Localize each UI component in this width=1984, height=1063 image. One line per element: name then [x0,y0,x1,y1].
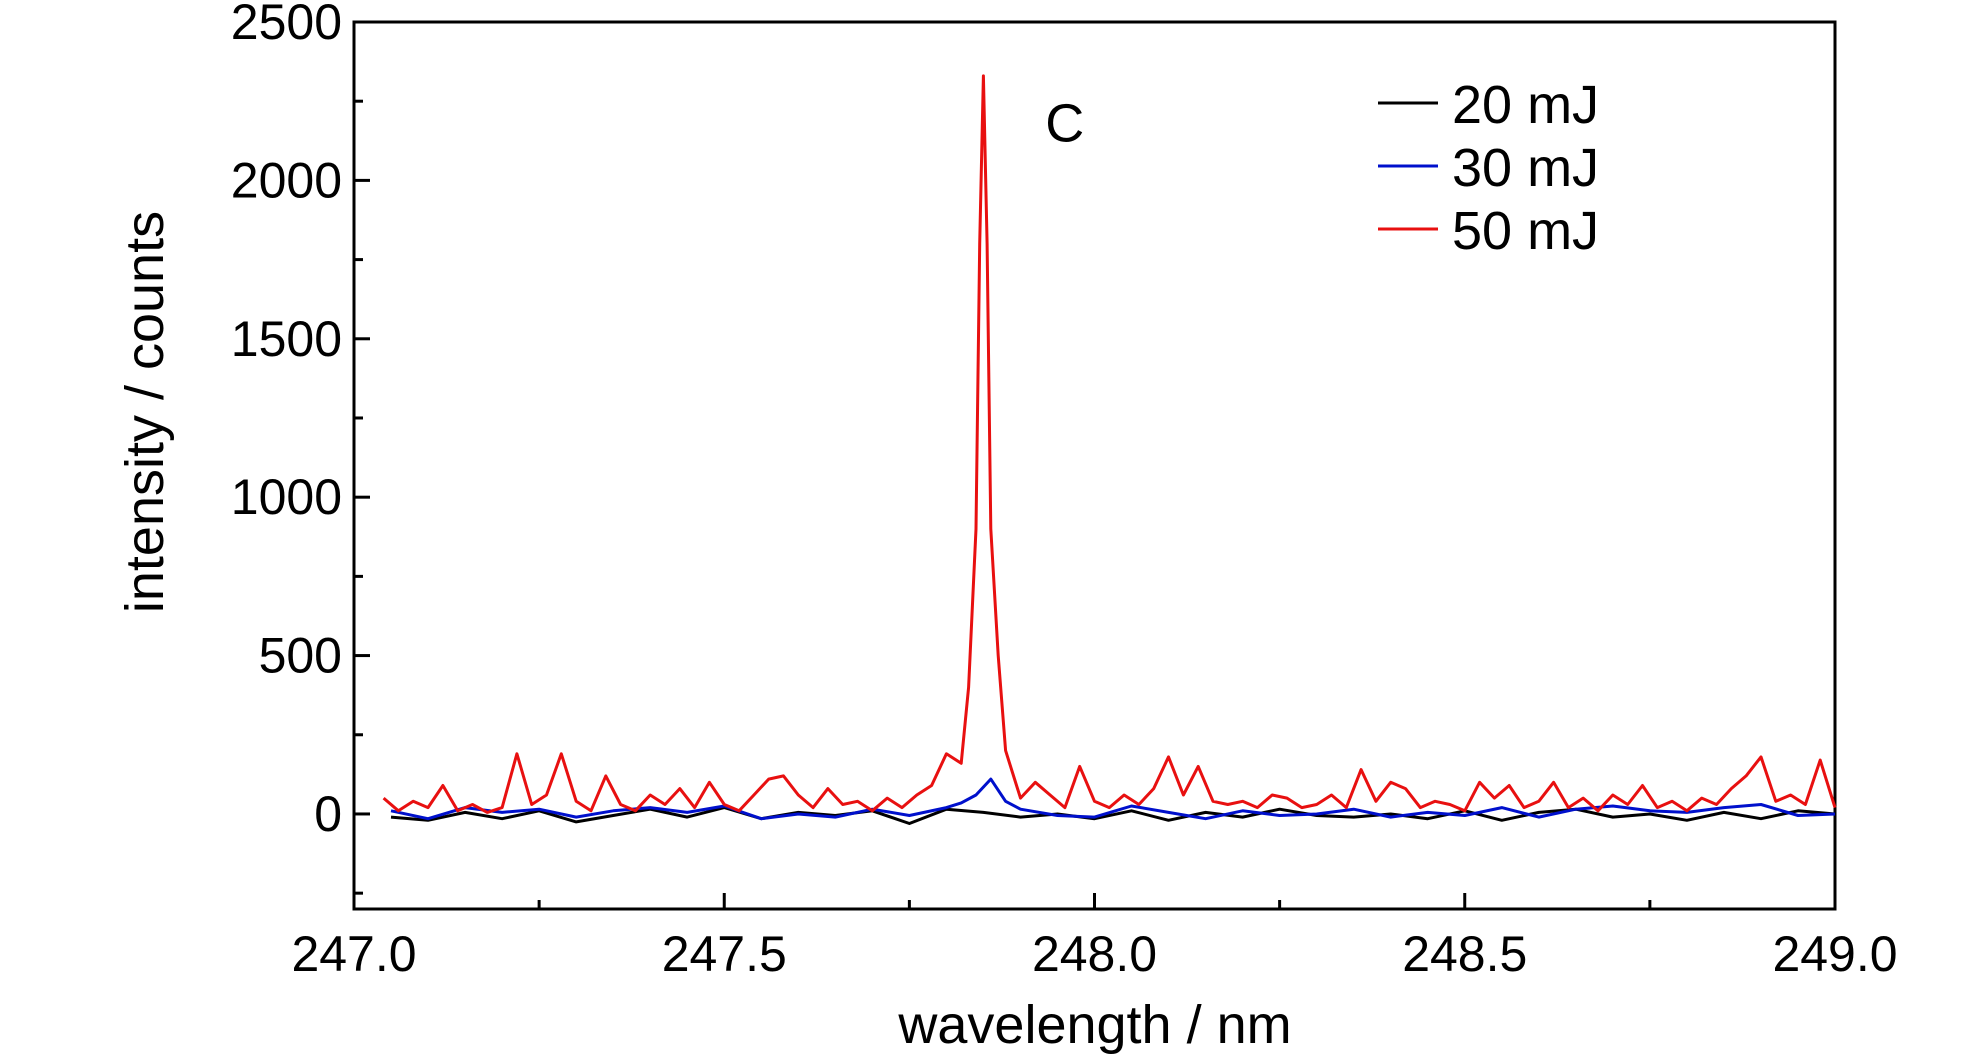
x-tick-label: 248.5 [1402,926,1527,982]
x-tick-label: 247.0 [291,926,416,982]
y-tick-label: 1000 [231,469,342,525]
x-axis-title: wavelength / nm [897,995,1291,1055]
series-line-20-mj [390,806,1836,825]
series-line-30-mj [390,777,1836,821]
x-tick-label: 247.5 [662,926,787,982]
x-tick-label: 248.0 [1032,926,1157,982]
peak-annotation: C [1045,93,1084,153]
legend-label: 20 mJ [1452,75,1599,135]
y-tick-label: 0 [314,786,342,842]
y-axis-title: intensity / counts [115,211,175,613]
legend-label: 30 mJ [1452,138,1599,198]
y-tick-label: 500 [259,628,342,684]
series-line-50-mj [382,74,1837,814]
legend-label: 50 mJ [1452,201,1599,261]
series-layer [382,74,1837,825]
y-tick-label: 2500 [231,0,342,50]
x-tick-label: 249.0 [1772,926,1897,982]
plot-frame [352,20,1837,911]
y-tick-label: 1500 [231,311,342,367]
y-axis-ticks: 0 500 1000 1500 2000 2500 [231,0,370,895]
y-tick-label: 2000 [231,152,342,208]
x-axis-ticks: 247.0 247.5 248.0 248.5 249.0 [291,893,1898,982]
plot-area: 0 500 1000 1500 2000 2500 247.0 247.5 248.0 248.… [231,0,1898,982]
